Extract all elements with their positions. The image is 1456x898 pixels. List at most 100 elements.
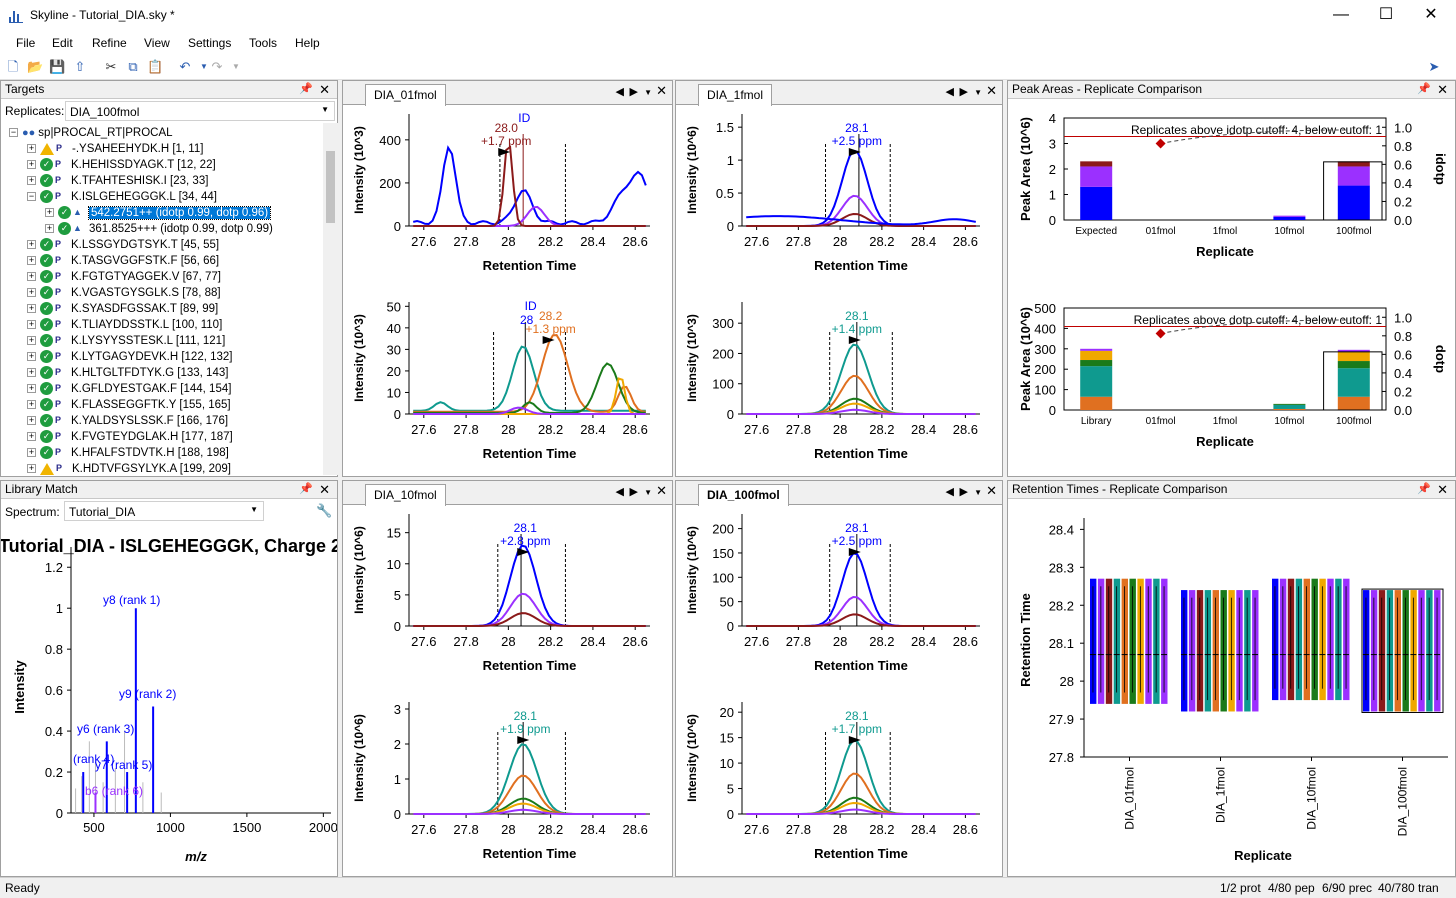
pin-icon[interactable]: 📌 — [299, 483, 313, 495]
replicates-select[interactable]: DIA_100fmol ▼ — [65, 101, 335, 121]
expand-icon[interactable]: + — [27, 399, 36, 410]
spectrum-select[interactable]: Tutorial_DIA ▼ — [64, 501, 264, 521]
tab-dia-1fmol[interactable]: DIA_1fmol — [698, 84, 773, 106]
prev-icon[interactable]: ◀ — [615, 486, 624, 498]
chevron-down-icon[interactable]: ▼ — [644, 88, 652, 97]
next-icon[interactable]: ▶ — [959, 486, 968, 498]
prev-icon[interactable]: ◀ — [615, 86, 624, 98]
menu-refine[interactable]: Refine — [92, 36, 127, 50]
peptide-item[interactable]: + P -.YSAHEEHYDK.H [1, 11] — [27, 141, 203, 157]
precursor-item[interactable]: + ✓ ▲ 361.8525+++ (idotp 0.99, dotp 0.99) — [45, 221, 273, 237]
peptide-item[interactable]: − ✓ P K.ISLGEHEGGGK.L [34, 44] — [27, 189, 217, 205]
expand-icon[interactable]: + — [27, 415, 36, 426]
tab-dia-100fmol[interactable]: DIA_100fmol — [698, 484, 789, 506]
scrollbar-thumb[interactable] — [326, 151, 335, 223]
expand-icon[interactable]: + — [27, 255, 36, 266]
expand-icon[interactable]: − — [27, 191, 36, 202]
expand-icon[interactable]: + — [45, 207, 54, 218]
peptide-item[interactable]: + ✓ P K.HLTGLTFDTYK.G [133, 143] — [27, 365, 228, 381]
menu-edit[interactable]: Edit — [52, 36, 73, 50]
expand-icon[interactable]: + — [27, 463, 36, 474]
new-file-icon[interactable]: 🗋 — [7, 59, 19, 74]
expand-icon[interactable]: + — [27, 175, 36, 186]
copy-icon[interactable]: ⧉ — [128, 59, 138, 74]
close-icon[interactable]: ✕ — [1437, 82, 1448, 97]
menu-help[interactable]: Help — [295, 36, 320, 50]
menu-settings[interactable]: Settings — [188, 36, 232, 50]
cut-icon[interactable]: ✂ — [105, 59, 117, 74]
close-icon[interactable]: ✕ — [986, 83, 997, 98]
expand-icon[interactable]: + — [27, 239, 36, 250]
peptide-item[interactable]: + ✓ P K.VGASTGYSGLK.S [78, 88] — [27, 285, 221, 301]
close-icon[interactable]: ✕ — [986, 483, 997, 498]
next-icon[interactable]: ▶ — [959, 86, 968, 98]
chevron-down-icon[interactable]: ▼ — [974, 488, 982, 497]
peptide-item[interactable]: + P K.HDTVFGSYLYK.A [199, 209] — [27, 461, 231, 475]
wrench-icon[interactable]: 🔧 — [316, 503, 333, 518]
pin-icon[interactable]: 📌 — [1417, 83, 1431, 95]
save-icon[interactable]: 💾 — [49, 59, 66, 74]
expand-icon[interactable]: + — [27, 159, 36, 170]
peptide-item[interactable]: + ✓ P K.FLASSEGGFTK.Y [155, 165] — [27, 397, 231, 413]
peptide-item[interactable]: + ✓ P K.TLIAYDDSSTK.L [100, 110] — [27, 317, 222, 333]
close-icon[interactable]: ✕ — [656, 483, 667, 498]
peptide-item[interactable]: + ✓ P K.SYASDFGSSAK.T [89, 99] — [27, 301, 218, 317]
prev-icon[interactable]: ◀ — [945, 486, 954, 498]
expand-icon[interactable]: + — [27, 367, 36, 378]
pin-icon[interactable]: 📌 — [1417, 483, 1431, 495]
expand-icon[interactable]: + — [45, 223, 54, 234]
expand-icon[interactable]: + — [27, 383, 36, 394]
open-folder-icon[interactable]: 📂 — [27, 59, 44, 74]
peptide-item[interactable]: + ✓ P K.LYSYYSSTESK.L [111, 121] — [27, 333, 225, 349]
peptide-item[interactable]: + ✓ P K.FVGTEYDGLAK.H [177, 187] — [27, 429, 233, 445]
maximize-button[interactable]: ☐ — [1378, 6, 1394, 23]
next-icon[interactable]: ▶ — [629, 486, 638, 498]
tab-dia-10fmol[interactable]: DIA_10fmol — [365, 484, 446, 506]
collapse-icon[interactable]: − — [9, 127, 18, 138]
prev-icon[interactable]: ◀ — [945, 86, 954, 98]
close-window-button[interactable]: ✕ — [1424, 6, 1438, 23]
expand-icon[interactable]: + — [27, 431, 36, 442]
undo-icon[interactable]: ↶ — [179, 59, 191, 74]
pin-icon[interactable]: 📌 — [299, 83, 313, 95]
expand-icon[interactable]: + — [27, 287, 36, 298]
redo-icon[interactable]: ↷ — [211, 59, 223, 74]
next-icon[interactable]: ▶ — [629, 86, 638, 98]
close-icon[interactable]: ✕ — [319, 82, 330, 97]
expand-icon[interactable]: + — [27, 335, 36, 346]
close-icon[interactable]: ✕ — [656, 83, 667, 98]
precursor-item[interactable]: + ✓ ▲ 542.2751++ (idotp 0.99, dotp 0.96) — [45, 205, 272, 221]
tree-root[interactable]: − ●● sp|PROCAL_RT|PROCAL — [9, 125, 173, 141]
redo-dropdown-icon[interactable]: ▼ — [232, 62, 240, 71]
menu-tools[interactable]: Tools — [249, 36, 278, 50]
close-icon[interactable]: ✕ — [319, 482, 330, 497]
menu-view[interactable]: View — [144, 36, 170, 50]
tab-dia-01fmol[interactable]: DIA_01fmol — [365, 84, 446, 106]
paste-icon[interactable]: 📋 — [147, 59, 164, 74]
bar-segment — [1273, 403, 1306, 405]
expand-icon[interactable]: + — [27, 271, 36, 282]
chevron-down-icon[interactable]: ▼ — [974, 88, 982, 97]
close-icon[interactable]: ✕ — [1437, 482, 1448, 497]
peptide-item[interactable]: + ✓ P K.YALDSYSLSSK.F [166, 176] — [27, 413, 228, 429]
peptide-item[interactable]: + ✓ P K.HEHISSDYAGK.T [12, 22] — [27, 157, 216, 173]
expand-icon[interactable]: + — [27, 447, 36, 458]
peptide-item[interactable]: + ✓ P K.LSSGYDGTSYK.T [45, 55] — [27, 237, 219, 253]
peptide-item[interactable]: + ✓ P K.FGTGTYAGGEK.V [67, 77] — [27, 269, 221, 285]
menu-file[interactable]: File — [16, 36, 36, 50]
publish-icon[interactable]: ⇧ — [74, 59, 86, 74]
peptide-item[interactable]: + ✓ P K.HFALFSTDVTK.H [188, 198] — [27, 445, 229, 461]
peptide-item[interactable]: + ✓ P K.LYTGAGYDEVK.H [122, 132] — [27, 349, 233, 365]
expand-icon[interactable]: + — [27, 319, 36, 330]
expand-icon[interactable]: + — [27, 351, 36, 362]
tree-scrollbar[interactable] — [323, 123, 338, 475]
minimize-button[interactable]: — — [1333, 6, 1349, 23]
peptide-item[interactable]: + ✓ P K.TASGVGGFSTK.F [56, 66] — [27, 253, 219, 269]
peptide-item[interactable]: + ✓ P K.GFLDYESTGAK.F [144, 154] — [27, 381, 231, 397]
undo-dropdown-icon[interactable]: ▼ — [200, 62, 208, 71]
integration-icon[interactable]: ➤ — [1428, 59, 1440, 74]
peptide-item[interactable]: + ✓ P K.TFAHTESHISK.I [23, 33] — [27, 173, 208, 189]
expand-icon[interactable]: + — [27, 143, 36, 154]
expand-icon[interactable]: + — [27, 303, 36, 314]
chevron-down-icon[interactable]: ▼ — [644, 488, 652, 497]
